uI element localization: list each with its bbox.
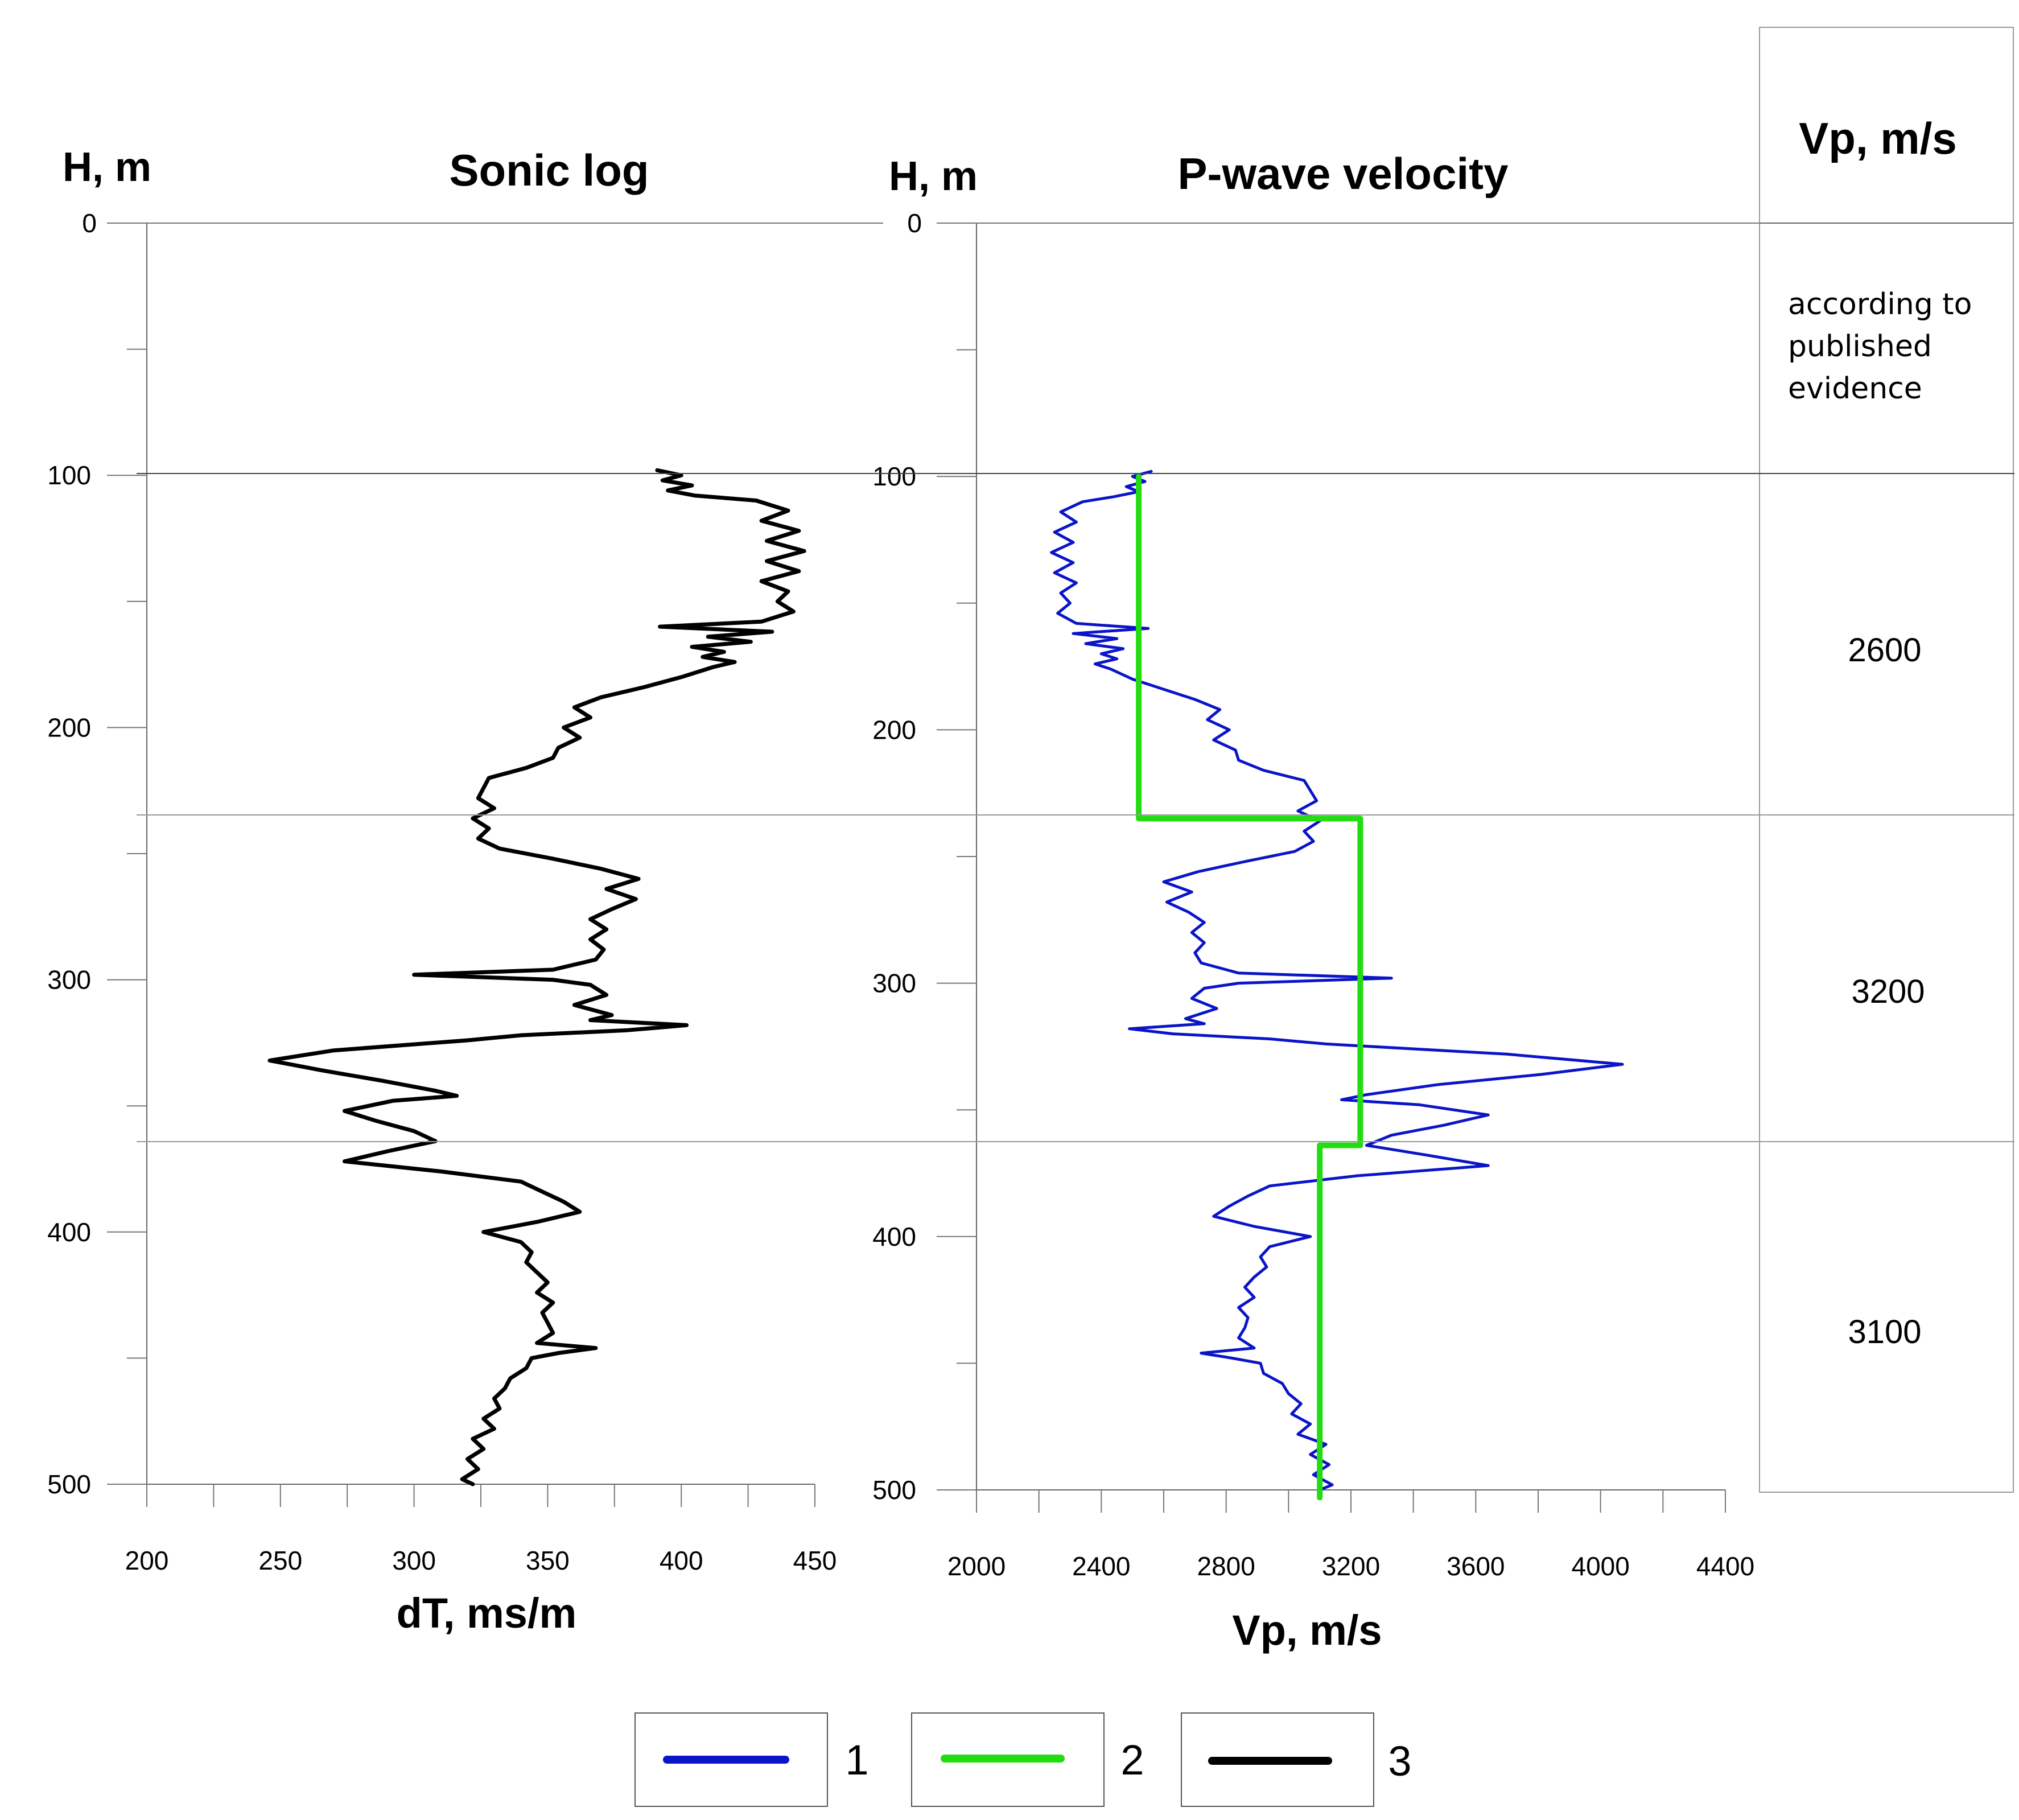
sonic-y-tick-label-200: 200 bbox=[47, 713, 91, 742]
sonic-depth-axis-title: H, m bbox=[63, 145, 151, 190]
vp-plot-area bbox=[1050, 470, 1624, 1501]
sonic-x-tick-label-300: 300 bbox=[392, 1546, 436, 1575]
sonic-series-3-line bbox=[267, 468, 806, 1487]
vp-y-tick-label-400: 400 bbox=[872, 1222, 916, 1251]
vp-x-tick-label-4000: 4000 bbox=[1571, 1551, 1629, 1581]
legend-item-1: 1 bbox=[634, 1712, 869, 1807]
layer-boundaries bbox=[137, 473, 2014, 1142]
vp-x-tick-label-2800: 2800 bbox=[1197, 1551, 1255, 1581]
vp-x-tick-label-3600: 3600 bbox=[1447, 1551, 1505, 1581]
vp-series-2-line bbox=[1136, 473, 1363, 1501]
velocity-table-value-3: 3100 bbox=[1848, 1313, 1921, 1350]
sonic-x-tick-label-450: 450 bbox=[793, 1546, 837, 1575]
velocity-table-note-line-1: according to bbox=[1788, 287, 1972, 322]
velocity-table-value-1: 2600 bbox=[1848, 632, 1921, 669]
sonic-x-axis-title: dT, ms/m bbox=[397, 1590, 577, 1637]
legend: 1 2 3 bbox=[634, 1712, 1412, 1807]
vp-x-tick-label-2000: 2000 bbox=[947, 1551, 1006, 1581]
vp-y-tick-label-500: 500 bbox=[872, 1475, 916, 1505]
sonic-x-tick-label-400: 400 bbox=[660, 1546, 703, 1575]
legend-label-2: 2 bbox=[1120, 1736, 1144, 1784]
legend-item-2: 2 bbox=[911, 1712, 1144, 1807]
sonic-panel-title: Sonic log bbox=[450, 145, 649, 195]
vp-y-tick-label-300: 300 bbox=[872, 969, 916, 998]
vp-y-tick-label-200: 200 bbox=[872, 715, 916, 744]
sonic-plot-area bbox=[267, 468, 806, 1487]
vp-x-axis-title: Vp, m/s bbox=[1232, 1607, 1382, 1654]
sonic-y-tick-label-0: 0 bbox=[82, 208, 97, 238]
velocity-table-header: Vp, m/s bbox=[1799, 113, 1956, 163]
vp-axes: 0 100 200 300 400 500 2000 2400 2800 3200 3600 4000… bbox=[872, 208, 1760, 1581]
sonic-y-tick-label-400: 400 bbox=[47, 1217, 91, 1247]
sonic-x-tick-label-250: 250 bbox=[258, 1546, 302, 1575]
sonic-y-tick-label-500: 500 bbox=[47, 1469, 91, 1499]
velocity-table-border bbox=[1759, 27, 2014, 1493]
sonic-axes: 0 100 200 300 400 500 200 250 300 350 400 450 bbox=[47, 208, 883, 1575]
legend-item-3: 3 bbox=[1181, 1712, 1412, 1807]
vp-series-1-line bbox=[1050, 470, 1624, 1492]
velocity-table-note-line-3: evidence bbox=[1788, 372, 1922, 406]
vp-y-tick-label-100: 100 bbox=[872, 462, 916, 491]
sonic-y-tick-label-300: 300 bbox=[47, 965, 91, 995]
legend-label-3: 3 bbox=[1388, 1737, 1411, 1785]
sonic-x-tick-label-350: 350 bbox=[526, 1546, 570, 1575]
vp-depth-axis-title: H, m bbox=[889, 154, 978, 199]
legend-label-1: 1 bbox=[845, 1736, 868, 1784]
velocity-table-note-line-2: published bbox=[1788, 330, 1932, 364]
vp-x-tick-label-4400: 4400 bbox=[1696, 1551, 1754, 1581]
vp-y-tick-label-0: 0 bbox=[907, 208, 922, 238]
p-wave-velocity-panel: H, m P-wave velocity Vp, m/s 0 100 200 300 4… bbox=[872, 149, 1760, 1654]
vp-panel-title: P-wave velocity bbox=[1178, 149, 1509, 199]
vp-x-tick-label-3200: 3200 bbox=[1322, 1551, 1380, 1581]
vp-x-tick-label-2400: 2400 bbox=[1072, 1551, 1130, 1581]
velocity-table-value-2: 3200 bbox=[1851, 973, 1925, 1010]
sonic-log-panel: H, m Sonic log dT, ms/m 0 100 200 300 400 500… bbox=[47, 145, 883, 1637]
velocity-table: Vp, m/s according to published evidence … bbox=[1759, 27, 2014, 1493]
sonic-y-tick-label-100: 100 bbox=[47, 460, 91, 490]
sonic-x-tick-label-200: 200 bbox=[125, 1546, 169, 1575]
